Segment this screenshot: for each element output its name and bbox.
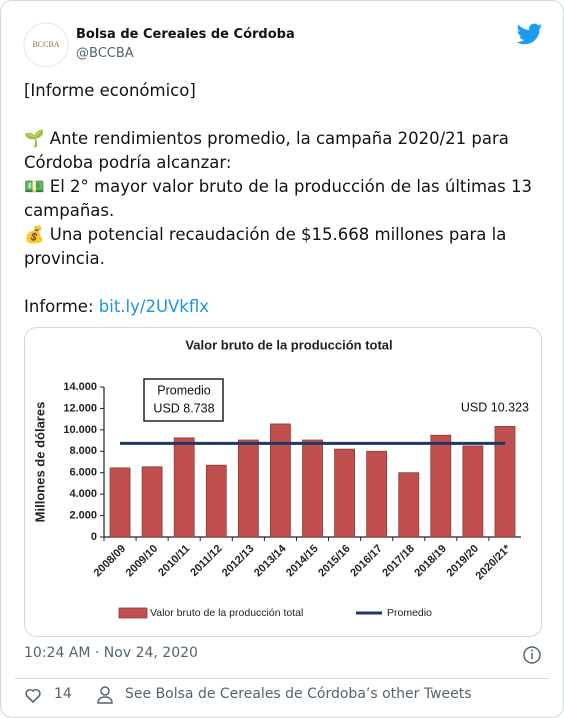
y-tick-label: 12.000 bbox=[63, 402, 97, 414]
annotation-box bbox=[143, 378, 224, 422]
data-label: USD 10.323 bbox=[461, 401, 529, 415]
paragraph: 💵 El 2° mayor valor bruto de la producci… bbox=[24, 177, 532, 220]
bar bbox=[334, 448, 355, 538]
bar bbox=[205, 464, 227, 538]
bar bbox=[430, 434, 452, 538]
info-icon[interactable] bbox=[523, 646, 541, 664]
bar bbox=[366, 450, 388, 538]
divider bbox=[15, 678, 549, 679]
legend-label: Valor bruto de la producción total bbox=[150, 607, 303, 619]
bar bbox=[173, 437, 195, 538]
other-tweets-link[interactable]: See Bolsa de Cereales de Córdoba’s other… bbox=[125, 686, 472, 702]
bar bbox=[494, 425, 516, 538]
annotation: Promedio bbox=[157, 383, 211, 397]
twitter-logo[interactable] bbox=[516, 23, 542, 45]
info-icon-dot bbox=[531, 649, 533, 652]
y-tick-label: 6.000 bbox=[69, 467, 97, 479]
timestamp[interactable]: 10:24 AM · Nov 24, 2020 bbox=[24, 645, 198, 661]
y-tick-label: 0 bbox=[91, 531, 97, 543]
bar bbox=[109, 467, 131, 538]
link-label: Informe: bbox=[24, 297, 94, 316]
avatar[interactable] bbox=[23, 22, 69, 68]
y-tick-label: 14.000 bbox=[63, 381, 97, 393]
paragraph: [Informe económico] bbox=[24, 81, 196, 100]
author-handle[interactable]: @BCCBA bbox=[76, 46, 134, 61]
author-name[interactable]: Bolsa de Cereales de Córdoba bbox=[76, 27, 295, 42]
annotation: USD 8.738 bbox=[153, 401, 214, 415]
bar bbox=[462, 445, 484, 538]
bar bbox=[270, 423, 291, 538]
tweet-text: [Informe económico] 🌱 Ante rendimientos … bbox=[24, 79, 544, 343]
y-tick-label: 8.000 bbox=[69, 445, 97, 457]
person-icon-body bbox=[97, 696, 113, 704]
chart-title: Valor bruto de la producción total bbox=[185, 337, 392, 352]
y-tick-label: 10.000 bbox=[63, 424, 97, 436]
legend-label: Promedio bbox=[387, 607, 432, 619]
y-tick-label: 4.000 bbox=[69, 488, 97, 500]
legend-swatch bbox=[118, 607, 148, 619]
bar bbox=[141, 466, 163, 538]
like-icon[interactable] bbox=[25, 688, 41, 704]
bar bbox=[302, 439, 323, 538]
y-axis-label: Millones de dólares bbox=[32, 402, 47, 523]
person-icon[interactable] bbox=[100, 686, 110, 696]
bar bbox=[398, 472, 420, 538]
bar bbox=[237, 439, 259, 538]
link[interactable]: bit.ly/2UVkflx bbox=[98, 297, 210, 316]
paragraph: 🌱 Ante rendimientos promedio, la campaña… bbox=[24, 129, 509, 172]
avatar-text: BCCBA bbox=[32, 40, 59, 49]
paragraph: 💰 Una potencial recaudación de $15.668 m… bbox=[24, 225, 507, 268]
link-line: Informe: bit.ly/2UVkflx bbox=[24, 295, 544, 319]
chart[interactable]: Valor bruto de la producción total Millo… bbox=[24, 327, 542, 637]
like-count[interactable]: 14 bbox=[54, 686, 72, 702]
y-tick-label: 2.000 bbox=[69, 509, 97, 521]
